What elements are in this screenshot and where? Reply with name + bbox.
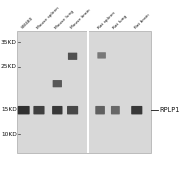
FancyBboxPatch shape: [18, 106, 30, 114]
Text: 10KD: 10KD: [1, 132, 17, 137]
Text: 25KD: 25KD: [1, 64, 17, 69]
FancyBboxPatch shape: [95, 106, 105, 114]
Text: SW480: SW480: [21, 16, 35, 30]
Text: Rat spleen: Rat spleen: [97, 11, 116, 30]
FancyBboxPatch shape: [67, 106, 78, 114]
FancyBboxPatch shape: [97, 52, 106, 58]
Text: Rat brain: Rat brain: [134, 13, 151, 30]
FancyBboxPatch shape: [111, 106, 120, 114]
Text: Mouse lung: Mouse lung: [55, 9, 75, 30]
Text: 35KD: 35KD: [1, 40, 17, 45]
Bar: [17, 31, 150, 154]
FancyBboxPatch shape: [52, 106, 62, 114]
Text: 15KD: 15KD: [1, 107, 17, 112]
Text: Rat lung: Rat lung: [112, 14, 128, 30]
FancyBboxPatch shape: [33, 106, 44, 114]
Text: Mouse spleen: Mouse spleen: [36, 6, 60, 30]
FancyBboxPatch shape: [131, 106, 142, 114]
Bar: [87, 31, 89, 154]
Text: RPLP1: RPLP1: [160, 107, 180, 113]
FancyBboxPatch shape: [68, 53, 77, 60]
Text: Mouse brain: Mouse brain: [70, 8, 91, 30]
FancyBboxPatch shape: [53, 80, 62, 87]
